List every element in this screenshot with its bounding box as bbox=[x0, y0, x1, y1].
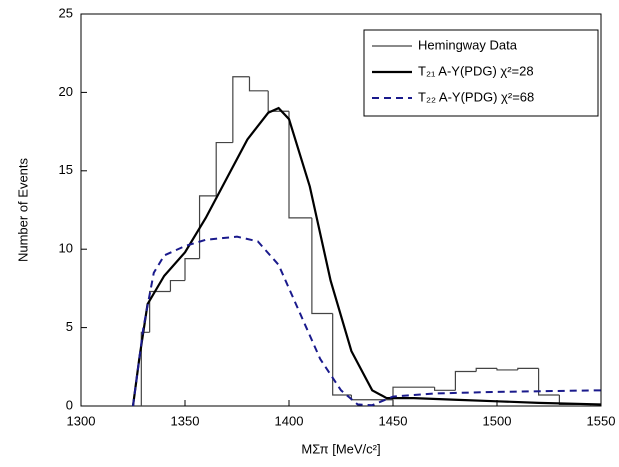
x-tick-label: 1350 bbox=[171, 413, 200, 428]
curve bbox=[131, 106, 602, 407]
x-tick-label: 1550 bbox=[587, 413, 616, 428]
histogram-step bbox=[538, 368, 560, 396]
histogram-step bbox=[248, 76, 269, 92]
y-tick-label: 25 bbox=[59, 5, 73, 20]
histogram-step bbox=[496, 368, 518, 371]
x-tick-label: 1300 bbox=[67, 413, 96, 428]
histogram-step bbox=[232, 76, 250, 143]
x-axis-label: MΣπ [MeV/c²] bbox=[301, 441, 380, 456]
histogram-step bbox=[434, 387, 456, 391]
legend-label: T₂₂ A-Y(PDG) χ²=68 bbox=[418, 89, 534, 104]
y-tick-label: 5 bbox=[66, 319, 73, 334]
y-axis-label: Number of Events bbox=[15, 157, 30, 262]
histogram-step bbox=[198, 195, 217, 259]
histogram-step bbox=[169, 279, 185, 292]
histogram-step bbox=[140, 331, 150, 406]
y-tick-label: 15 bbox=[59, 162, 73, 177]
histogram-step bbox=[215, 141, 233, 196]
histogram-step bbox=[149, 290, 171, 333]
histogram-step bbox=[332, 313, 352, 396]
x-tick-label: 1400 bbox=[275, 413, 304, 428]
histogram-step bbox=[392, 386, 435, 400]
histogram-step bbox=[475, 367, 497, 372]
legend-label: T₂₁ A-Y(PDG) χ²=28 bbox=[418, 63, 534, 78]
legend-label: Hemingway Data bbox=[418, 37, 518, 52]
histogram-step bbox=[454, 370, 477, 391]
x-tick-label: 1450 bbox=[379, 413, 408, 428]
histogram-step bbox=[517, 367, 539, 370]
plot-frame bbox=[80, 13, 602, 407]
histogram-step bbox=[311, 217, 333, 315]
histogram-step bbox=[184, 258, 200, 281]
y-tick-label: 0 bbox=[66, 397, 73, 412]
x-tick-label: 1500 bbox=[483, 413, 512, 428]
y-tick-label: 10 bbox=[59, 241, 73, 256]
y-tick-label: 20 bbox=[59, 84, 73, 99]
histogram-step bbox=[288, 111, 312, 219]
